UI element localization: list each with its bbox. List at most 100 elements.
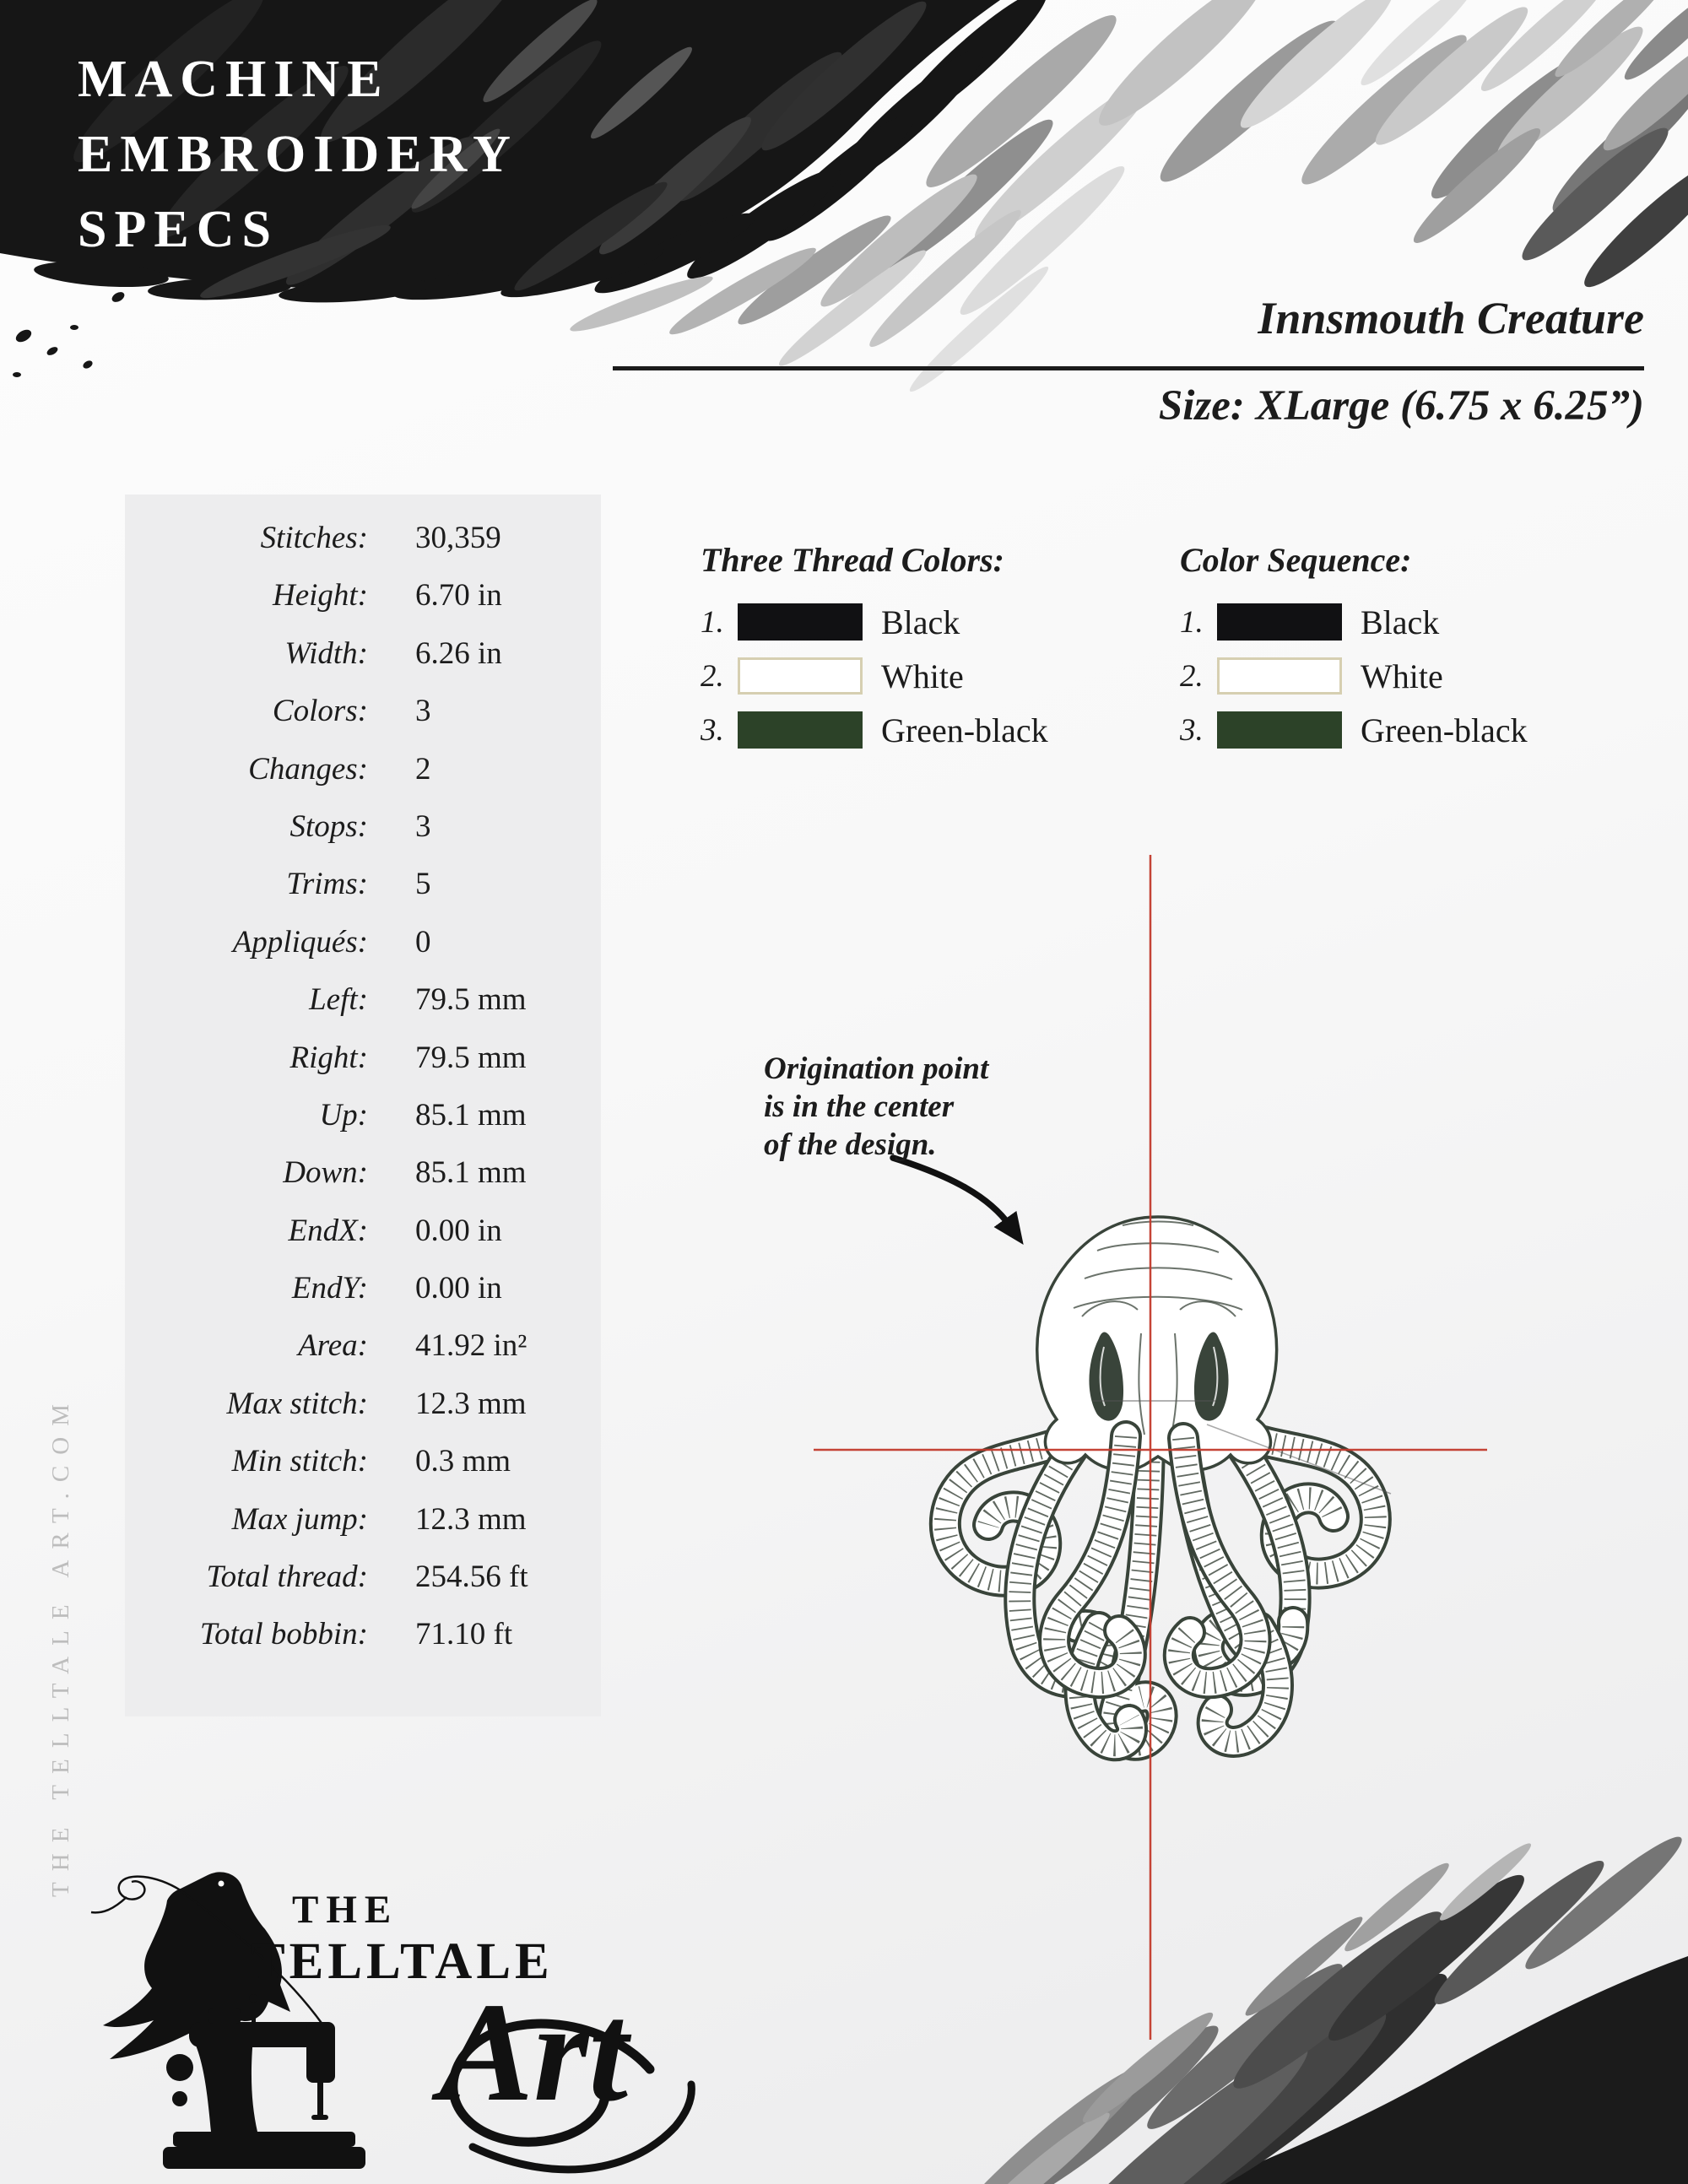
- color-name: Green-black: [1361, 711, 1528, 749]
- note-arrow: [890, 1154, 1024, 1245]
- spec-row: Colors: 3: [125, 693, 601, 750]
- sketch-guide-line: [1206, 1424, 1392, 1495]
- spec-label: Colors:: [272, 694, 368, 729]
- spec-label: Stitches:: [260, 521, 368, 555]
- color-name: White: [881, 657, 964, 695]
- spec-value: 3: [415, 694, 431, 729]
- script-swash: [448, 2019, 695, 2174]
- thread-icon: [90, 1875, 325, 2026]
- spec-row: Area: 41.92 in²: [125, 1327, 601, 1385]
- spec-row: Max stitch: 12.3 mm: [125, 1386, 601, 1443]
- title-divider: [613, 366, 1644, 370]
- spec-row: Trims: 5: [125, 866, 601, 923]
- spec-value: 12.3 mm: [415, 1501, 527, 1537]
- color-item-number: 1.: [1180, 604, 1204, 640]
- spec-row: Stitches: 30,359: [125, 520, 601, 577]
- spec-label: Trims:: [286, 867, 368, 902]
- spec-value: 3: [415, 808, 431, 844]
- logo-word-telltale: TELLTALE: [251, 1933, 554, 1990]
- spec-value: 41.92 in²: [415, 1328, 528, 1364]
- raven-eye: [218, 1880, 225, 1887]
- spec-row: Stops: 3: [125, 808, 601, 866]
- spec-row: Width: 6.26 in: [125, 635, 601, 693]
- color-swatch: [738, 657, 863, 695]
- spec-label: Max stitch:: [226, 1386, 368, 1421]
- color-name: White: [1361, 657, 1443, 695]
- spec-row: Total bobbin: 71.10 ft: [125, 1616, 601, 1673]
- spec-value: 85.1 mm: [415, 1097, 527, 1133]
- spec-label: Right:: [289, 1040, 368, 1075]
- spec-row: Up: 85.1 mm: [125, 1097, 601, 1154]
- spec-value: 0.00 in: [415, 1213, 502, 1248]
- spec-value: 2: [415, 751, 431, 787]
- spec-row: EndY: 0.00 in: [125, 1270, 601, 1327]
- spec-label: Left:: [309, 982, 368, 1018]
- page-title: MACHINE EMBROIDERY SPECS: [78, 42, 518, 268]
- spec-value: 254.56 ft: [415, 1560, 528, 1595]
- color-swatch: [1217, 603, 1342, 641]
- spec-table: Stitches: 30,359 Height: 6.70 in Width: …: [125, 520, 601, 1674]
- origin-crosshair: [814, 855, 1487, 2040]
- spec-value: 6.26 in: [415, 635, 502, 671]
- octopus-illustration: .to{fill:none;stroke:#39443a;stroke-widt…: [928, 1215, 1392, 1762]
- spec-row: Total thread: 254.56 ft: [125, 1559, 601, 1616]
- color-item-number: 1.: [701, 604, 724, 640]
- spec-row: Down: 85.1 mm: [125, 1154, 601, 1212]
- spec-label: EndY:: [291, 1271, 368, 1306]
- color-swatch: [738, 603, 863, 641]
- website-watermark: THE TELLTALE ART.COM: [47, 1392, 74, 1897]
- color-swatch: [738, 711, 863, 749]
- sewing-machine-icon: [163, 1994, 365, 2169]
- spec-label: Height:: [272, 578, 368, 614]
- spec-value: 79.5 mm: [415, 982, 527, 1018]
- octopus-right-eye: [1193, 1332, 1229, 1421]
- spec-row: Min stitch: 0.3 mm: [125, 1443, 601, 1500]
- spec-label: Area:: [298, 1328, 368, 1364]
- spec-label: Total thread:: [206, 1560, 368, 1595]
- thread-color-item: 2. White: [701, 655, 1048, 697]
- spec-row: Max jump: 12.3 mm: [125, 1501, 601, 1559]
- header-brush-art: [0, 0, 1688, 392]
- spec-value: 0.00 in: [415, 1271, 502, 1306]
- ink-speckles: [13, 292, 125, 377]
- logo-word-the: THE: [292, 1888, 399, 1932]
- color-swatch: [1217, 657, 1342, 695]
- spec-value: 79.5 mm: [415, 1040, 527, 1075]
- origination-note-line-1: Origination point: [764, 1051, 989, 1086]
- thread-color-item: 1. Black: [701, 601, 1048, 643]
- origination-note-line-2: is in the center: [764, 1089, 955, 1124]
- color-sequence-item: 2. White: [1180, 655, 1528, 697]
- spec-label: Stops:: [289, 808, 369, 844]
- page-title-line-3: SPECS: [78, 201, 279, 258]
- thread-colors-title: Three Thread Colors:: [701, 541, 1004, 579]
- spec-row: Left: 79.5 mm: [125, 981, 601, 1039]
- spec-label: Appliqués:: [232, 924, 368, 960]
- spec-row: EndX: 0.00 in: [125, 1213, 601, 1270]
- spec-row: Changes: 2: [125, 751, 601, 808]
- color-item-number: 2.: [701, 658, 724, 694]
- origination-note-line-3: of the design.: [764, 1127, 937, 1162]
- color-item-number: 2.: [1180, 658, 1204, 694]
- spec-row: Height: 6.70 in: [125, 577, 601, 635]
- octopus-head: [1036, 1215, 1279, 1472]
- spec-value: 12.3 mm: [415, 1386, 527, 1421]
- bottom-brush-art: [953, 1836, 1688, 2184]
- octopus-left-eye: [1089, 1332, 1124, 1421]
- spec-value: 5: [415, 867, 431, 902]
- spec-label: Width:: [284, 635, 368, 671]
- color-swatch: [1217, 711, 1342, 749]
- color-name: Black: [1361, 603, 1440, 641]
- thread-colors-list: 1. Black 2. White 3. Green-black: [701, 601, 1048, 763]
- spec-label: Max jump:: [231, 1501, 368, 1537]
- spec-value: 71.10 ft: [415, 1617, 513, 1652]
- spec-label: Down:: [283, 1155, 368, 1191]
- spec-label: EndX:: [288, 1213, 368, 1248]
- spec-row: Right: 79.5 mm: [125, 1040, 601, 1097]
- raven-icon: [103, 1872, 290, 2059]
- color-item-number: 3.: [1180, 712, 1204, 748]
- spec-label: Total bobbin:: [199, 1617, 368, 1652]
- spec-value: 85.1 mm: [415, 1155, 527, 1191]
- page-title-line-2: EMBROIDERY: [78, 126, 518, 183]
